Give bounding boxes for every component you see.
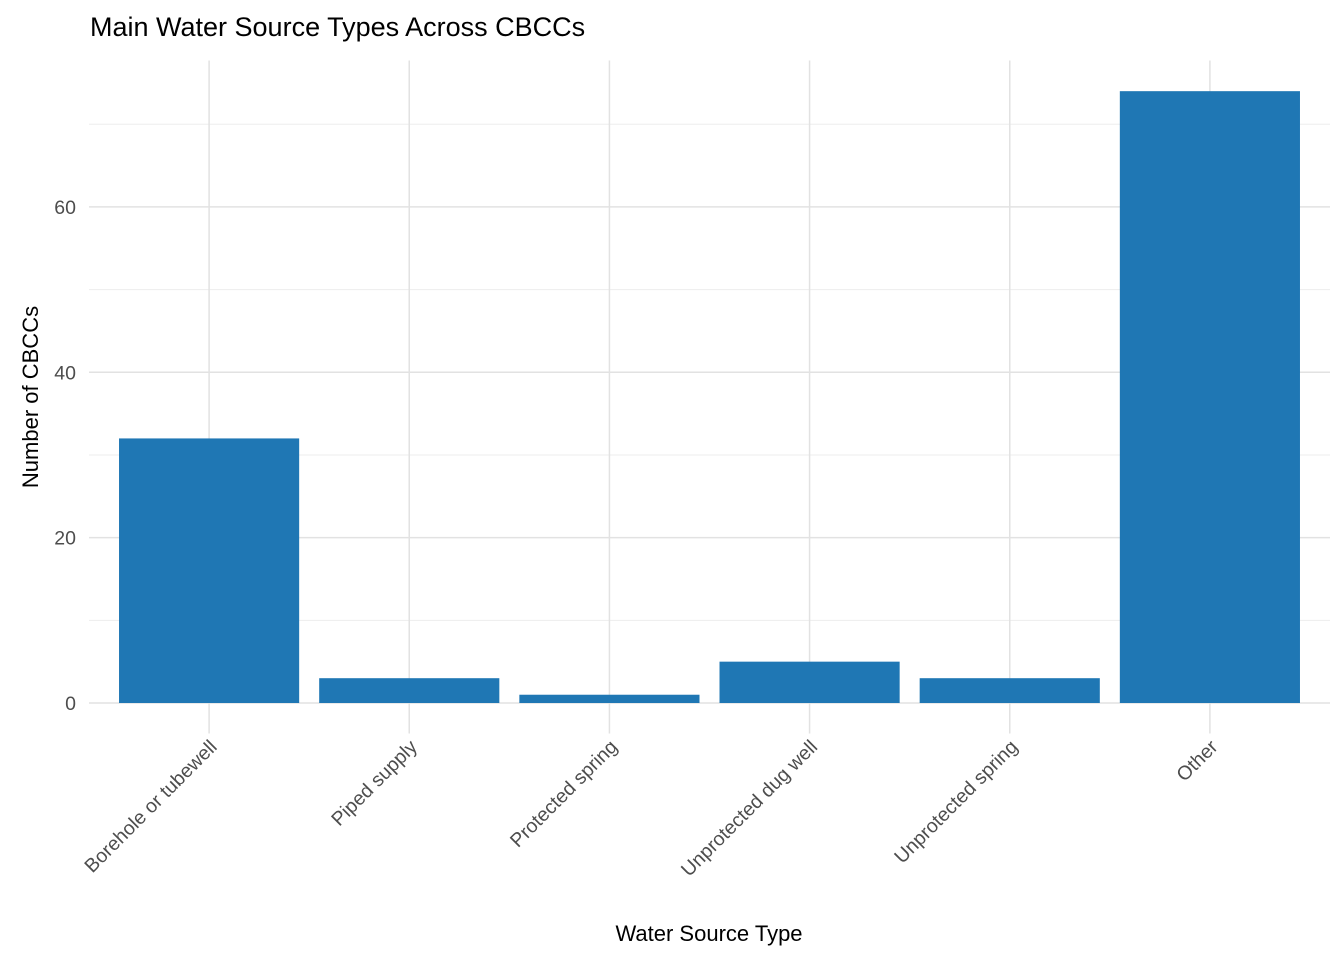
y-tick-label: 40 — [54, 362, 76, 384]
x-tick-label: Unprotected spring — [890, 736, 1022, 868]
y-axis-title: Number of CBCCs — [18, 305, 43, 489]
bar — [119, 438, 300, 703]
bar — [919, 678, 1100, 703]
bar — [1119, 91, 1300, 704]
chart-title: Main Water Source Types Across CBCCs — [90, 12, 586, 42]
x-tick-label: Borehole or tubewell — [80, 736, 221, 877]
x-tick-label: Other — [1172, 736, 1222, 786]
y-tick-label: 0 — [65, 693, 76, 715]
y-tick-label: 60 — [54, 197, 76, 219]
x-tick-label: Piped supply — [327, 736, 422, 831]
bar — [519, 694, 700, 703]
bar — [719, 661, 900, 703]
x-tick-label: Unprotected dug well — [677, 736, 822, 881]
bar — [319, 678, 500, 703]
x-axis-title: Water Source Type — [615, 921, 803, 946]
x-tick-label: Protected spring — [506, 736, 622, 852]
y-tick-label: 20 — [54, 528, 76, 550]
